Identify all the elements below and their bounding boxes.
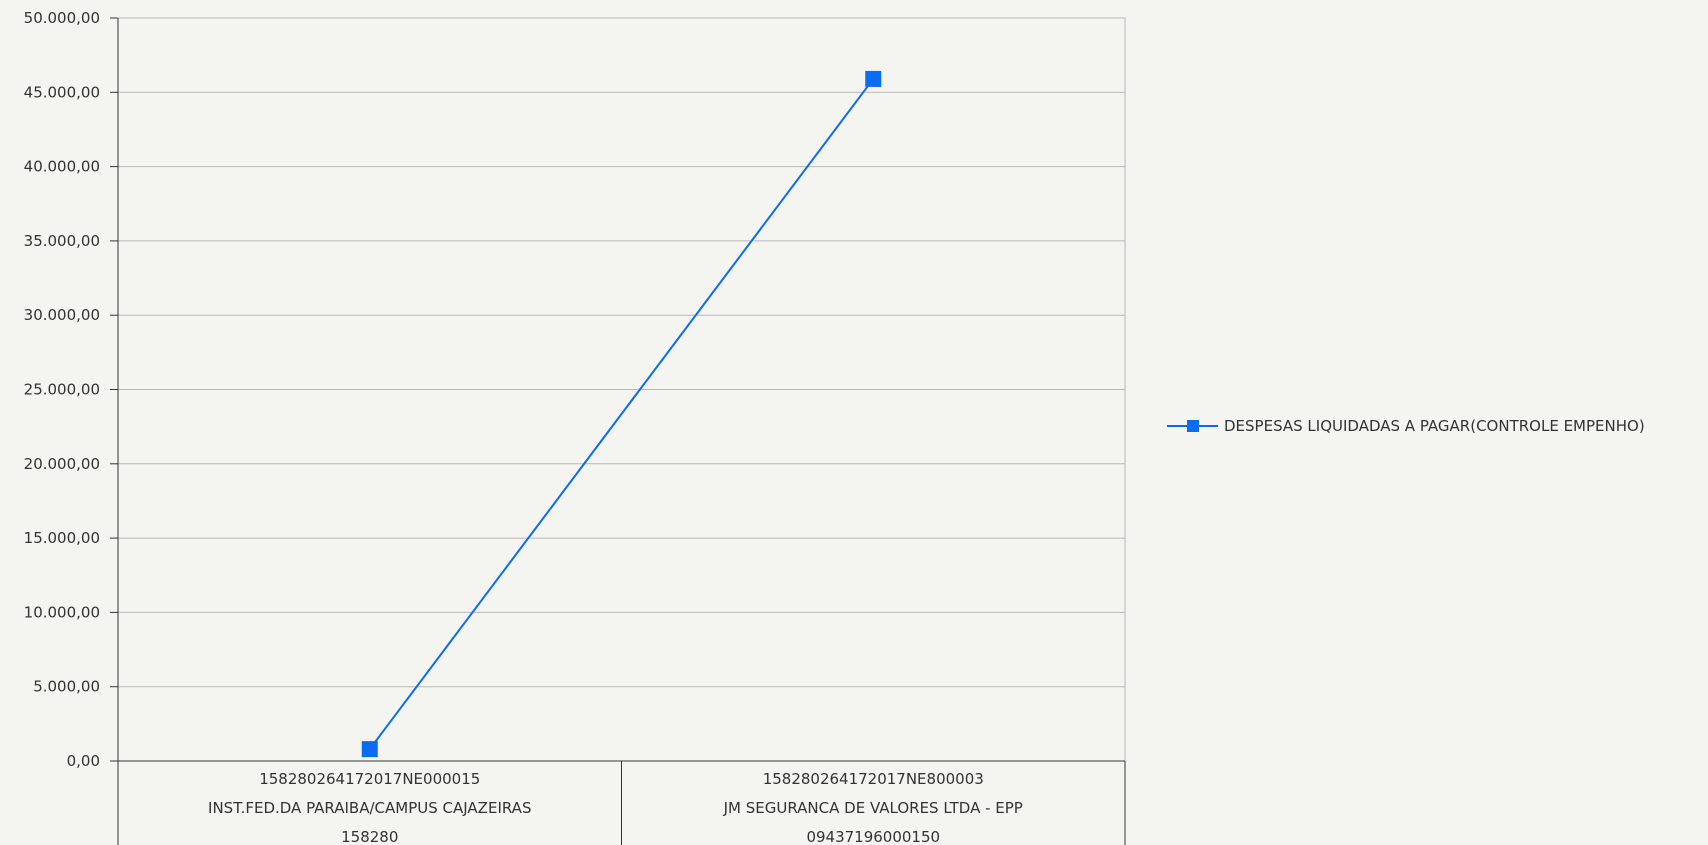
x-category-label: 09437196000150	[806, 828, 940, 845]
y-tick-label: 25.000,00	[24, 381, 100, 399]
y-tick-label: 50.000,00	[24, 9, 100, 27]
legend-marker	[1187, 420, 1199, 432]
y-tick-label: 5.000,00	[33, 678, 100, 696]
y-tick-label: 0,00	[67, 752, 100, 770]
y-tick-label: 30.000,00	[24, 306, 100, 324]
series-line	[368, 78, 875, 750]
y-tick-label: 20.000,00	[24, 455, 100, 473]
x-category-label: 158280264172017NE800003	[763, 770, 984, 788]
y-tick-label: 10.000,00	[24, 603, 100, 621]
y-tick-label: 35.000,00	[24, 232, 100, 250]
x-category-label: JM SEGURANCA DE VALORES LTDA - EPP	[723, 799, 1023, 817]
y-tick-label: 15.000,00	[24, 529, 100, 547]
data-point-marker	[361, 741, 378, 758]
x-category-label: 158280	[341, 828, 398, 845]
y-tick-label: 40.000,00	[24, 158, 100, 176]
x-category-label: 158280264172017NE000015	[259, 770, 480, 788]
x-category-label: INST.FED.DA PARAIBA/CAMPUS CAJAZEIRAS	[208, 799, 531, 817]
data-point-marker	[865, 70, 882, 87]
legend-label: DESPESAS LIQUIDADAS A PAGAR(CONTROLE EMP…	[1224, 417, 1645, 435]
y-tick-label: 45.000,00	[24, 83, 100, 101]
